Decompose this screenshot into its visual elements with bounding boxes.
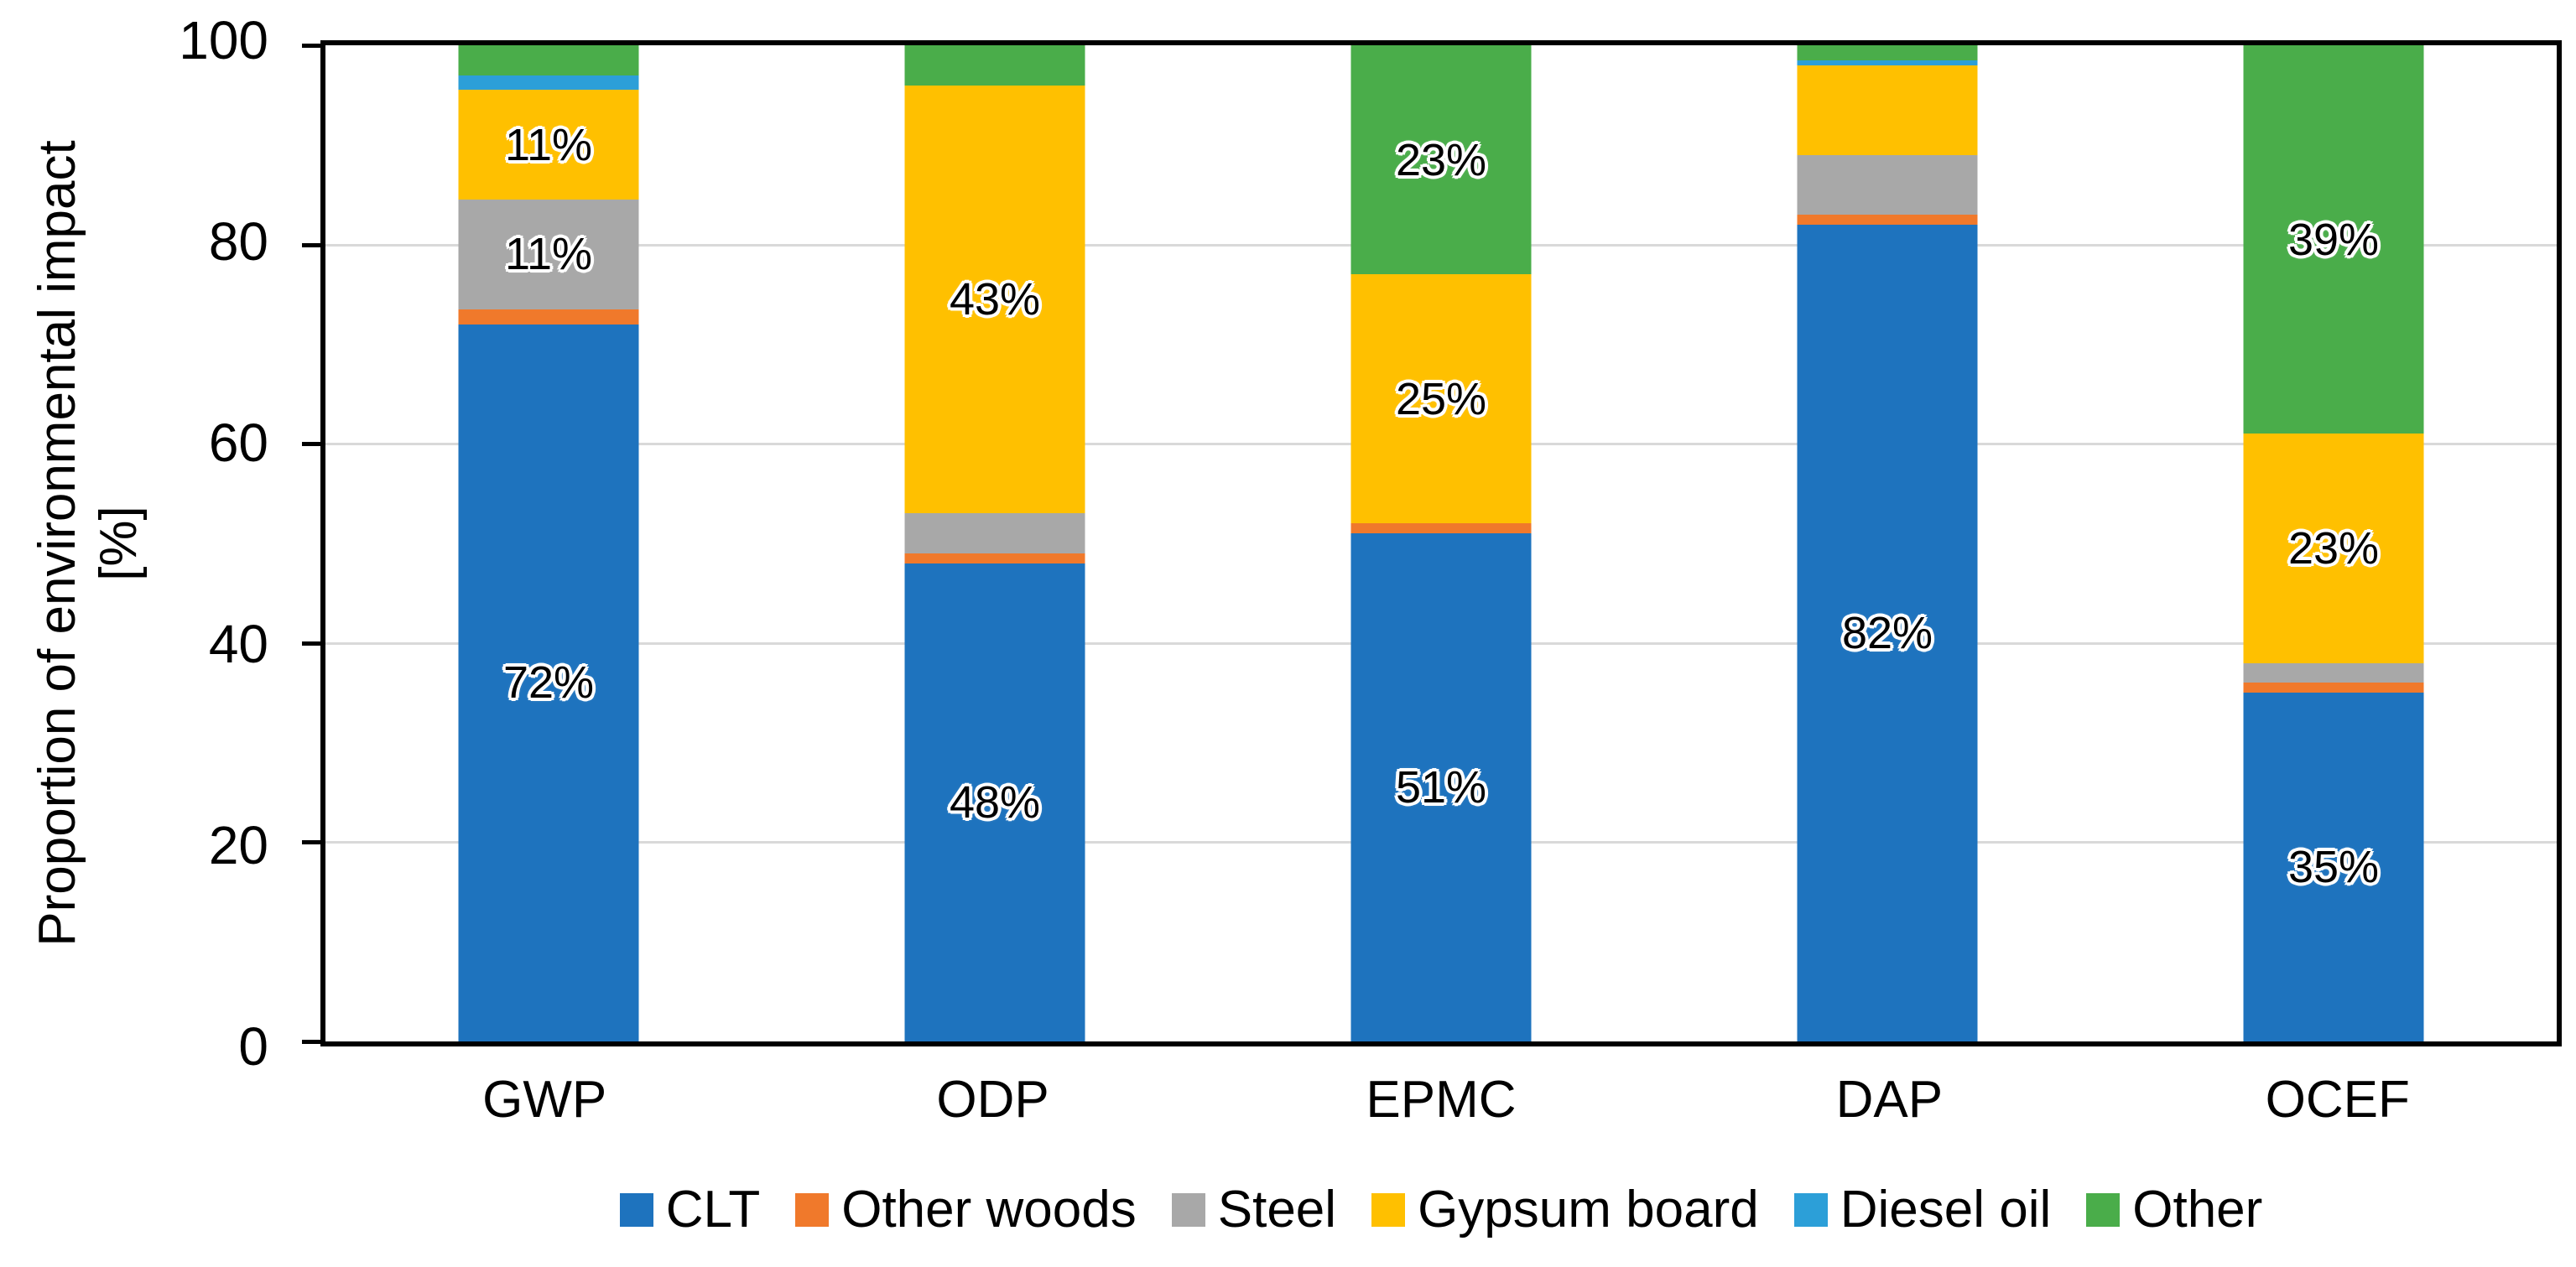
bar-ocef: 35% 23% 39%	[2243, 45, 2424, 1041]
legend-label-other-woods: Other woods	[841, 1181, 1137, 1238]
legend-item-other: Other	[2086, 1181, 2262, 1239]
x-label-odp: ODP	[936, 1071, 1049, 1129]
bar-segment-odp-other-woods	[904, 553, 1085, 563]
bar-label-gwp-gypsum-board: 11%	[504, 119, 593, 170]
bar-label-epmc-other: 23%	[1395, 134, 1487, 185]
bar-epmc: 51% 25% 23%	[1350, 45, 1532, 1041]
bar-segment-odp-clt	[904, 563, 1085, 1041]
bar-segment-dap-other-woods	[1797, 214, 1978, 225]
bar-segment-dap-diesel-oil	[1797, 60, 1978, 65]
bar-segment-epmc-clt	[1350, 533, 1532, 1041]
x-label-ocef: OCEF	[2265, 1071, 2410, 1129]
bar-label-ocef-clt: 35%	[2287, 842, 2380, 893]
bar-label-epmc-clt: 51%	[1395, 762, 1487, 813]
bar-segment-ocef-clt	[2243, 693, 2424, 1041]
legend-item-diesel-oil: Diesel oil	[1793, 1181, 2052, 1239]
bar-segment-dap-gypsum-board	[1797, 65, 1978, 155]
legend-swatch-gypsum-board	[1371, 1193, 1406, 1227]
y-tick-label-80: 80	[208, 211, 268, 272]
bar-segment-odp-gypsum-board	[904, 85, 1085, 514]
legend-item-steel: Steel	[1171, 1181, 1337, 1239]
bar-segment-ocef-gypsum-board	[2243, 434, 2424, 663]
bar-segment-ocef-other	[2243, 45, 2424, 434]
bar-segment-gwp-gypsum-board	[458, 90, 639, 200]
y-tick-label-0: 0	[238, 1016, 268, 1077]
x-label-gwp: GWP	[482, 1071, 607, 1129]
bar-label-dap-clt: 82%	[1841, 607, 1933, 658]
y-tick-mark-20	[302, 840, 320, 845]
bar-label-ocef-gypsum-board: 23%	[2287, 522, 2380, 574]
y-tick-mark-80	[302, 242, 320, 247]
bar-label-ocef-other: 39%	[2287, 214, 2380, 265]
y-tick-mark-40	[302, 641, 320, 646]
bar-label-odp-gypsum-board: 43%	[949, 273, 1041, 325]
bar-label-gwp-clt: 72%	[502, 657, 595, 709]
bar-label-gwp-steel: 11%	[504, 229, 593, 280]
legend-swatch-clt	[619, 1193, 653, 1227]
legend-swatch-other-woods	[795, 1193, 830, 1227]
y-tick-label-60: 60	[208, 413, 268, 473]
x-label-epmc: EPMC	[1366, 1071, 1517, 1129]
legend-swatch-other	[2086, 1193, 2121, 1227]
y-tick-label-40: 40	[208, 614, 268, 674]
legend-label-gypsum-board: Gypsum board	[1418, 1181, 1759, 1238]
bar-segment-epmc-other	[1350, 45, 1532, 275]
bar-segment-ocef-steel	[2243, 662, 2424, 683]
y-axis-tick-labels: 0 20 40 60 80 100	[0, 13, 295, 1073]
bar-gwp: 72% 11% 11%	[458, 45, 639, 1041]
legend-label-diesel-oil: Diesel oil	[1840, 1181, 2052, 1238]
legend-label-other: Other	[2132, 1181, 2263, 1238]
bar-dap: 82%	[1797, 45, 1978, 1041]
bar-segment-gwp-diesel-oil	[458, 75, 639, 91]
bar-segment-dap-clt	[1797, 224, 1978, 1041]
legend-item-clt: CLT	[619, 1181, 761, 1239]
bar-segment-gwp-clt	[458, 324, 639, 1041]
legend-swatch-diesel-oil	[1793, 1193, 1828, 1227]
bar-segment-gwp-other-woods	[458, 309, 639, 325]
x-label-dap: DAP	[1835, 1071, 1944, 1129]
bar-segment-dap-steel	[1797, 154, 1978, 215]
bar-label-odp-clt: 48%	[949, 776, 1041, 828]
y-tick-label-20: 20	[208, 815, 268, 875]
y-tick-label-100: 100	[179, 10, 268, 70]
legend-item-gypsum-board: Gypsum board	[1371, 1181, 1759, 1239]
legend-label-steel: Steel	[1217, 1181, 1337, 1238]
y-tick-mark-100	[302, 44, 320, 48]
x-axis-labels: GWP ODP EPMC DAP OCEF	[320, 1067, 2562, 1142]
bar-odp: 48% 43%	[904, 45, 1085, 1041]
bar-segment-gwp-other	[458, 45, 639, 75]
legend-item-other-woods: Other woods	[795, 1181, 1137, 1239]
bar-segment-odp-steel	[904, 513, 1085, 553]
legend-label-clt: CLT	[665, 1181, 761, 1238]
bar-segment-epmc-other-woods	[1350, 523, 1532, 534]
bar-label-epmc-gypsum-board: 25%	[1395, 373, 1487, 424]
bar-segment-ocef-other-woods	[2243, 683, 2424, 693]
y-tick-mark-60	[302, 442, 320, 447]
plot-area: 72% 11% 11% 48% 43% 51% 25% 23% 82% 35% 23% 39%	[302, 40, 2562, 1046]
bar-segment-dap-other	[1797, 45, 1978, 60]
legend: CLT Other woods Steel Gypsum board Diesel oi…	[320, 1181, 2562, 1239]
bar-segment-epmc-gypsum-board	[1350, 274, 1532, 524]
legend-swatch-steel	[1171, 1193, 1205, 1227]
bar-segment-gwp-steel	[458, 200, 639, 309]
bar-segment-odp-other	[904, 45, 1085, 86]
y-tick-mark-0	[302, 1040, 320, 1044]
